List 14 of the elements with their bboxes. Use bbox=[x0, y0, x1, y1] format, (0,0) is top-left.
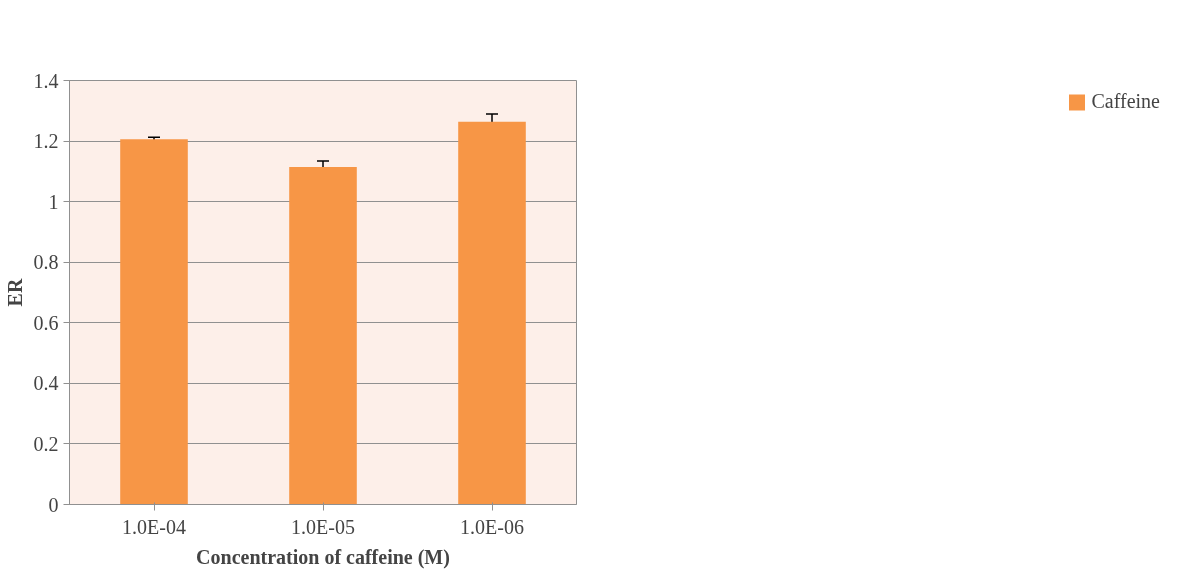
y-axis-title: ER bbox=[3, 278, 26, 307]
y-tick-label: 1 bbox=[48, 190, 59, 213]
y-tick-label: 0.4 bbox=[33, 372, 59, 395]
x-tick-label: 1.0E-04 bbox=[122, 515, 186, 538]
y-tick-label: 0.8 bbox=[33, 251, 59, 274]
y-tick-label: 0.6 bbox=[33, 311, 59, 334]
y-tick-label: 1.2 bbox=[33, 130, 59, 153]
y-tick-label: 0 bbox=[48, 493, 59, 516]
y-tick-label: 0.2 bbox=[33, 432, 59, 455]
y-tick-label: 1.4 bbox=[33, 69, 59, 92]
x-tick-label: 1.0E-05 bbox=[291, 515, 355, 538]
x-axis-title: Concentration of caffeine (M) bbox=[196, 545, 450, 569]
legend-label: Caffeine bbox=[1091, 90, 1160, 113]
x-tick-label: 1.0E-06 bbox=[460, 515, 524, 538]
